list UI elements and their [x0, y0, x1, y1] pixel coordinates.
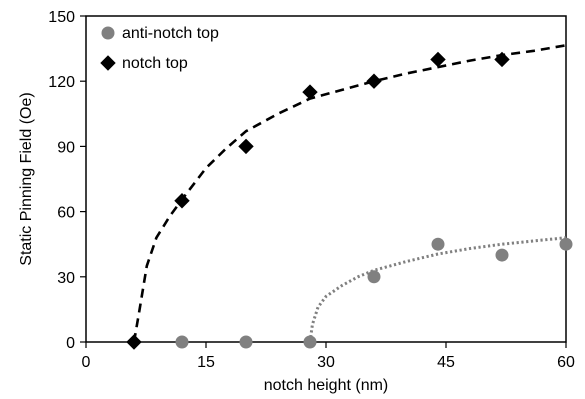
notch-fit-line [132, 44, 567, 343]
anti-notch-fit-line [308, 236, 567, 343]
legend: anti-notch top notch top [100, 25, 219, 72]
data-points [126, 51, 573, 350]
x-tick-label: 30 [317, 354, 335, 371]
notch-point [126, 334, 142, 350]
notch-point [366, 73, 382, 89]
anti-notch-point [495, 248, 509, 262]
legend-notch-label: notch top [122, 55, 188, 72]
x-tick-label: 15 [197, 354, 215, 371]
notch-point [430, 51, 446, 68]
y-tick-label: 150 [48, 9, 75, 26]
y-tick-label: 90 [57, 139, 75, 156]
x-axis-title: notch height (nm) [264, 377, 389, 394]
anti-notch-point [303, 335, 317, 349]
notch-point [238, 138, 254, 155]
x-tick-label: 0 [82, 354, 91, 371]
y-tick-label: 0 [66, 335, 75, 352]
notch-point [494, 51, 510, 68]
y-axis-title: Static Pinning Field (Oe) [18, 92, 35, 265]
legend-notch-marker [100, 55, 116, 71]
y-tick-label: 60 [57, 205, 75, 222]
notch-point [174, 193, 190, 209]
legend-anti-notch-marker [101, 26, 115, 40]
y-tick-label: 30 [57, 270, 75, 287]
notch-point [302, 84, 318, 100]
x-tick-label: 60 [557, 354, 575, 371]
anti-notch-point [239, 335, 253, 349]
x-tick-label: 45 [437, 354, 455, 371]
legend-anti-notch-label: anti-notch top [122, 25, 219, 42]
anti-notch-point [367, 270, 381, 284]
anti-notch-point [175, 335, 189, 349]
axis-ticks: 0 15 30 45 60 0 30 60 90 120 150 [48, 9, 575, 371]
anti-notch-point [431, 237, 445, 251]
anti-notch-point [559, 237, 573, 251]
y-tick-label: 120 [48, 74, 75, 91]
fit-lines [132, 44, 567, 343]
